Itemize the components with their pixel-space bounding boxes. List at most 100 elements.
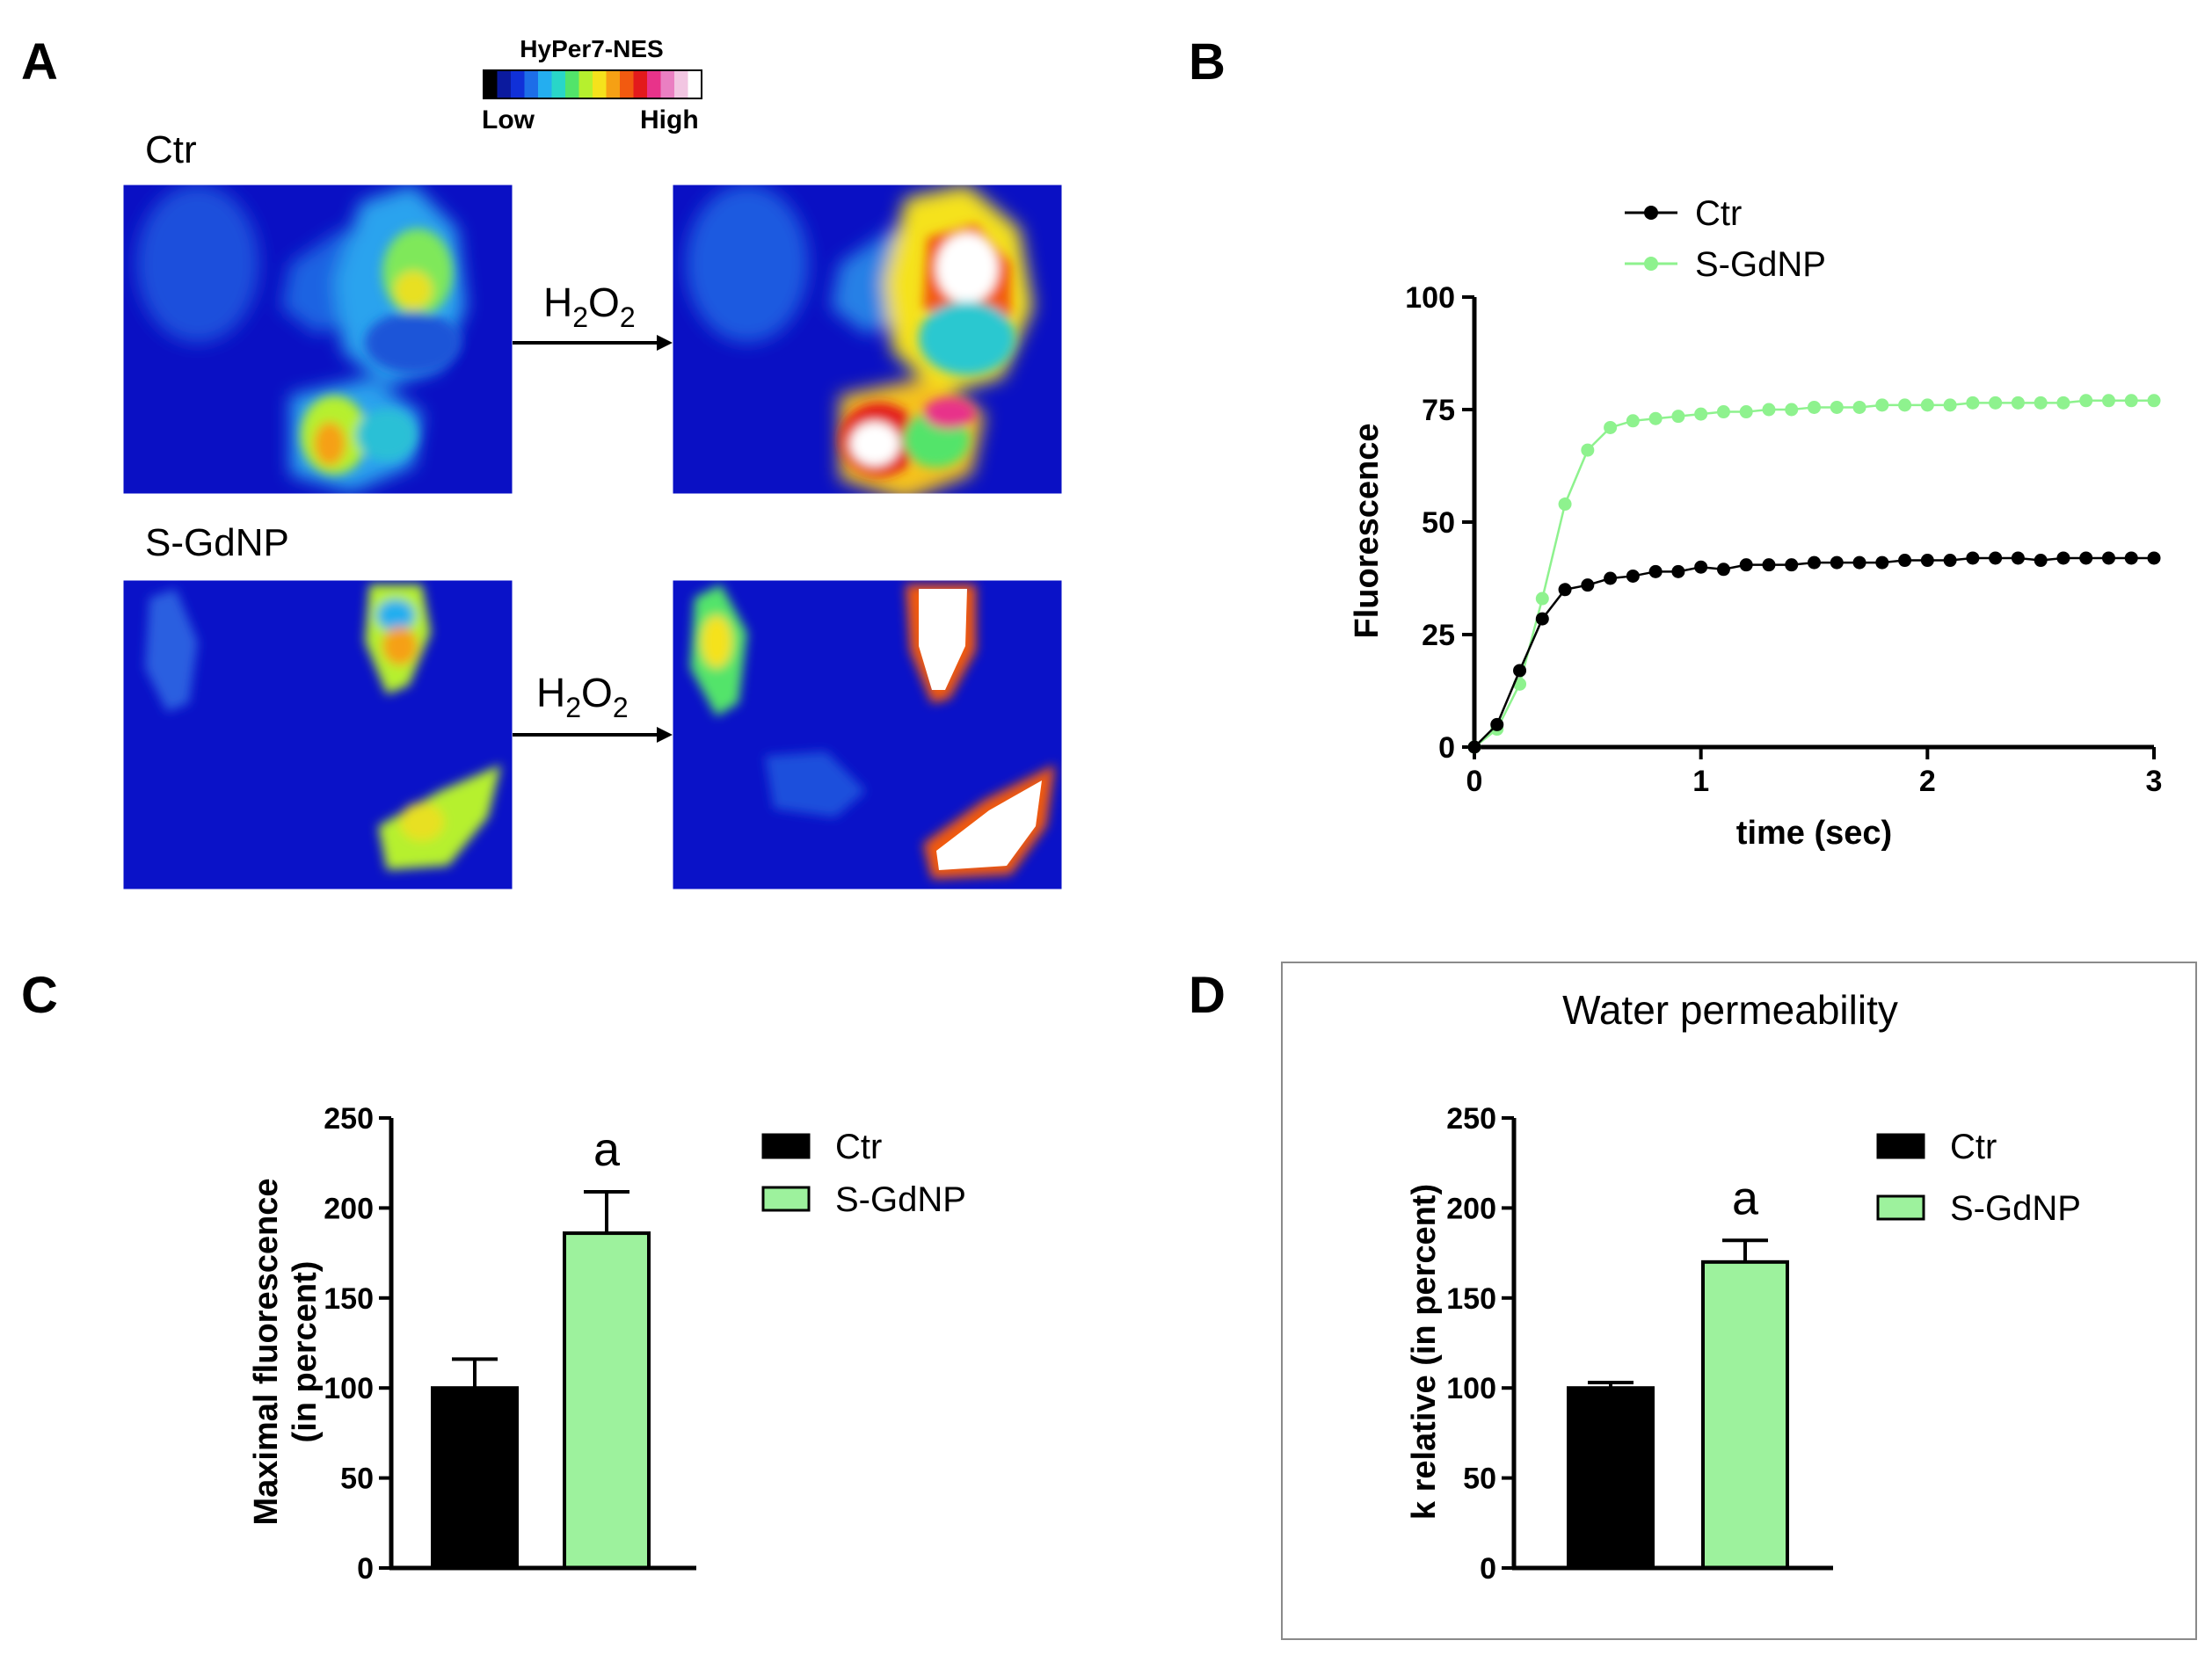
colorbar-segment (620, 70, 635, 98)
image-sgdnp-before (123, 580, 513, 889)
data-point-ctr (1762, 558, 1776, 572)
data-point-ctr (1739, 558, 1753, 572)
data-point-sgdnp (1581, 443, 1595, 457)
chart-d-title: Water permeability (1562, 987, 1898, 1033)
y-tick-label: 200 (1446, 1192, 1496, 1225)
chart-c: a 0 50 100 150 200 250 Maximal fluorescence (in … (248, 1102, 966, 1586)
colorbar-segment (497, 70, 512, 98)
arrow-label-h2o2-sgdnp: H2O2 (536, 670, 629, 723)
colorbar-segment (565, 70, 580, 98)
legend-marker (1644, 206, 1658, 220)
data-point-sgdnp (1943, 398, 1957, 412)
colorbar-segment (633, 70, 648, 98)
data-point-ctr (1920, 554, 1934, 568)
data-point-ctr (1716, 563, 1730, 577)
x-tick-label: 2 (1919, 765, 1936, 798)
data-point-ctr (1989, 551, 2003, 565)
data-point-ctr (1852, 555, 1866, 570)
data-point-sgdnp (1739, 405, 1753, 419)
data-point-sgdnp (1671, 410, 1685, 424)
y-axis-title-line2: (in percent) (287, 1261, 324, 1443)
data-point-ctr (1513, 664, 1527, 678)
data-point-sgdnp (2056, 396, 2070, 410)
y-tick-label: 25 (1422, 619, 1455, 652)
data-point-sgdnp (1558, 497, 1572, 512)
arrow-label-h2o2-ctr: H2O2 (543, 279, 636, 333)
y-axis-title: k relative (in percent) (1406, 1184, 1443, 1520)
data-point-ctr (2101, 551, 2115, 565)
data-point-ctr (1785, 558, 1799, 572)
image-frame (122, 184, 513, 495)
y-axis-title: Fluorescence (1349, 424, 1386, 639)
data-point-sgdnp (2034, 396, 2048, 410)
bar-ctr (1567, 1386, 1655, 1570)
data-point-sgdnp (1852, 400, 1866, 414)
y-tick-label: 150 (1446, 1282, 1496, 1316)
y-tick-label: 100 (1405, 281, 1455, 315)
data-point-sgdnp (1898, 398, 1912, 412)
data-point-sgdnp (1875, 398, 1889, 412)
arrow-head-sgdnp (657, 727, 673, 743)
data-point-ctr (1671, 564, 1685, 578)
colorbar-segment (647, 70, 662, 98)
bar-ctr (431, 1386, 519, 1570)
data-point-sgdnp (2147, 394, 2161, 408)
significance-annotation: a (593, 1123, 621, 1176)
colorbar-segment (606, 70, 621, 98)
colorbar-segment (578, 70, 593, 98)
y-tick-label: 100 (1446, 1372, 1496, 1405)
data-point-sgdnp (1920, 398, 1934, 412)
data-point-ctr (1943, 554, 1957, 568)
series-line-ctr (1473, 556, 2154, 748)
data-point-sgdnp (1648, 411, 1663, 425)
legend-marker (1644, 257, 1658, 271)
panel-label-d: D (1189, 967, 1226, 1024)
y-tick-label: 0 (1480, 1552, 1496, 1586)
legend-swatch (1876, 1133, 1925, 1159)
data-point-ctr (2011, 551, 2025, 565)
data-point-sgdnp (1762, 403, 1776, 417)
data-point-sgdnp (1966, 396, 1980, 410)
image-ctr-before (123, 185, 513, 494)
legend-label: S-GdNP (835, 1180, 966, 1219)
colorbar-segment (551, 70, 566, 98)
legend-label: Ctr (1950, 1128, 1997, 1166)
data-point-sgdnp (1989, 396, 2003, 410)
data-point-sgdnp (1716, 405, 1730, 419)
data-point-ctr (1581, 578, 1595, 592)
legend-label: S-GdNP (1695, 245, 1826, 284)
data-point-ctr (1648, 564, 1663, 578)
arrow-head-ctr (657, 335, 673, 351)
image-sgdnp-after (673, 580, 1062, 889)
data-point-ctr (1467, 740, 1481, 754)
data-point-ctr (2034, 554, 2048, 568)
legend-label: Ctr (835, 1128, 882, 1166)
data-point-ctr (1535, 612, 1549, 626)
y-tick-label: 200 (324, 1192, 374, 1225)
colorbar-frame (483, 69, 702, 99)
colorbar-segment (674, 70, 689, 98)
data-point-ctr (1898, 554, 1912, 568)
data-point-sgdnp (2124, 394, 2138, 408)
data-point-ctr (1966, 551, 1980, 565)
data-point-ctr (2056, 551, 2070, 565)
colorbar-segment (593, 70, 608, 98)
colorbar-segment (484, 70, 498, 98)
colorbar-title: HyPer7-NES (520, 35, 663, 62)
data-point-ctr (1558, 583, 1572, 597)
x-tick-label: 3 (2146, 765, 2163, 798)
panel-label-a: A (21, 33, 58, 91)
condition-label-sgdnp: S-GdNP (145, 521, 289, 564)
panel-label-b: B (1189, 33, 1226, 91)
data-point-ctr (1694, 560, 1708, 574)
y-tick-label: 250 (1446, 1102, 1496, 1136)
data-point-sgdnp (1694, 407, 1708, 421)
data-point-ctr (1604, 571, 1618, 585)
image-ctr-after (673, 185, 1062, 494)
y-tick-label: 100 (324, 1372, 374, 1405)
data-point-sgdnp (2101, 394, 2115, 408)
bar-sgdnp (1701, 1259, 1789, 1570)
image-frame (672, 184, 1063, 495)
colorbar-segment (524, 70, 539, 98)
